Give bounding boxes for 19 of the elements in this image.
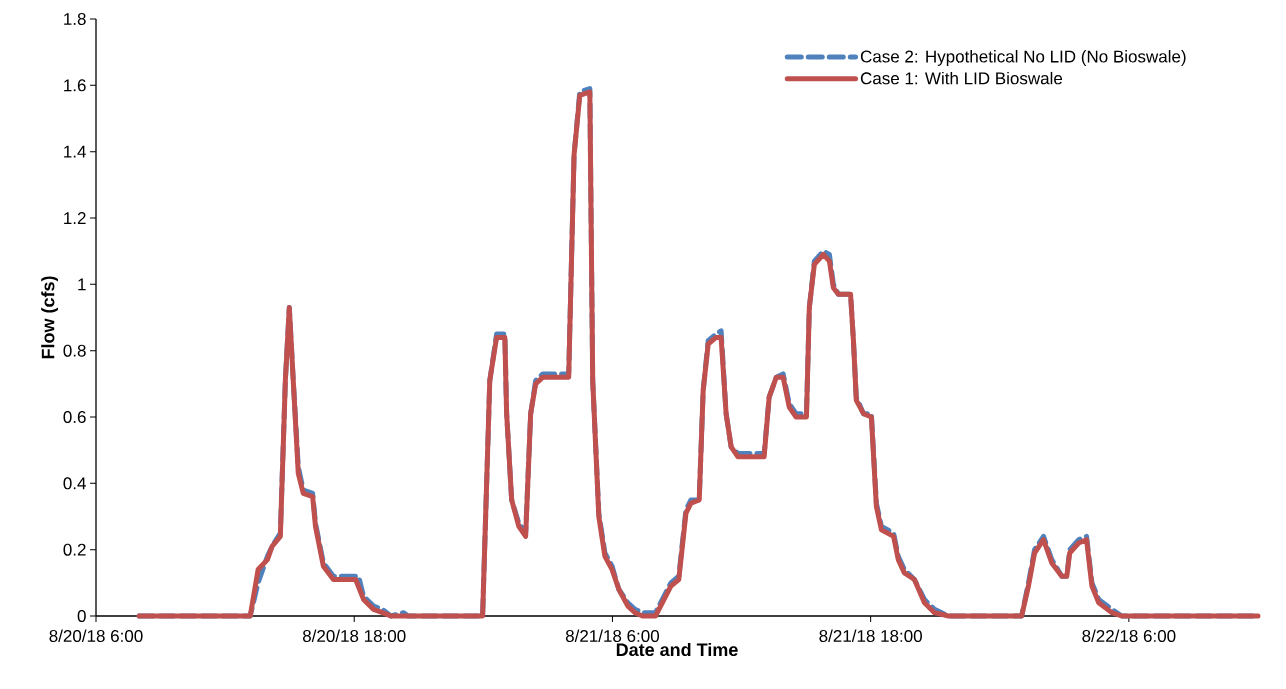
x-tick-label: 8/20/18 18:00 (302, 629, 406, 643)
x-tick-label: 8/20/18 6:00 (49, 629, 143, 643)
y-tick-label: 1.2 (64, 212, 86, 224)
x-tick-label: 8/21/18 18:00 (819, 629, 922, 643)
legend-label: Case 1: With LID Bioswale (860, 71, 1063, 85)
y-tick-label: 0.6 (63, 410, 86, 424)
x-tick-label: 8/22/18 6:00 (1082, 629, 1176, 643)
y-tick-label: 0.4 (63, 477, 86, 490)
x-axis-title: Date and Time (616, 642, 738, 657)
y-tick-label: 1.4 (64, 145, 86, 158)
y-axis-title: Flow (cfs) (41, 276, 58, 359)
y-tick-label: 1.8 (64, 12, 86, 26)
x-tick-label: 8/21/18 6:00 (565, 629, 660, 643)
y-tick-label: 0.2 (63, 543, 86, 556)
y-tick-label: 1.6 (64, 79, 86, 92)
legend-label: Case 2: Hypothetical No LID (No Bioswale) (860, 50, 1186, 66)
y-tick-label: 0 (77, 609, 86, 623)
y-tick-label: 1 (78, 278, 86, 291)
y-tick-label: 0.8 (63, 344, 86, 357)
